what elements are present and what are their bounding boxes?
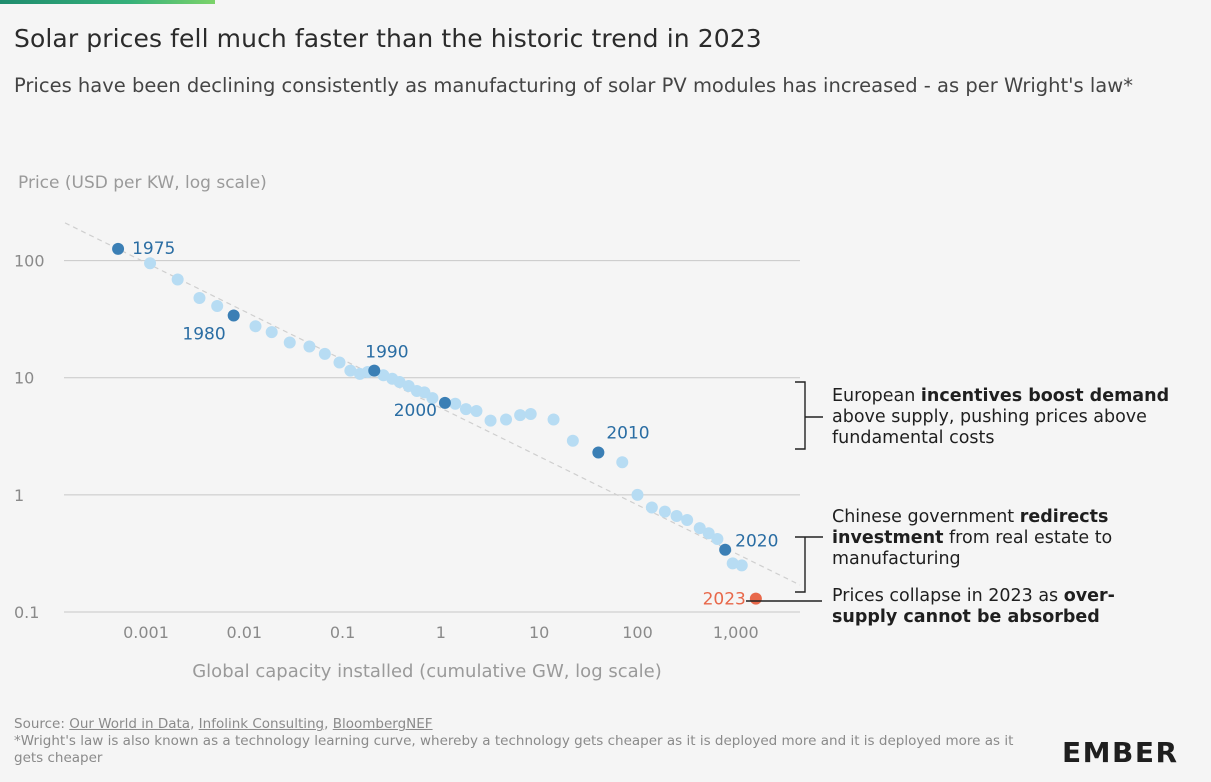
annotation-text: Chinese government — [832, 507, 1020, 527]
brand-accent-bar — [0, 0, 215, 4]
x-tick-label: 1,000 — [713, 623, 759, 642]
annotation-text: Prices collapse in 2023 as — [832, 586, 1064, 606]
data-point-highlight — [592, 446, 605, 459]
data-point-highlight — [112, 242, 125, 255]
data-point — [249, 320, 262, 333]
year-label: 1990 — [365, 343, 408, 363]
source-prefix: Source: — [14, 716, 70, 732]
data-point-2023 — [749, 592, 762, 605]
footnote: *Wright's law is also known as a technol… — [14, 733, 1014, 766]
data-point — [426, 392, 439, 405]
y-tick-label: 10 — [14, 369, 34, 388]
data-point — [693, 522, 706, 535]
data-point — [566, 434, 579, 447]
data-point-highlight — [438, 396, 451, 409]
source-link-bnef[interactable]: BloombergNEF — [332, 716, 433, 732]
data-point — [616, 456, 629, 469]
data-point-highlight — [368, 364, 381, 377]
data-point — [645, 501, 658, 514]
data-point — [524, 408, 537, 421]
annotation-text: from real estate to manufacturing — [832, 528, 1113, 569]
data-point — [681, 514, 694, 527]
annotation-chinese-investment: Chinese government redirects investment … — [832, 507, 1192, 570]
x-tick-label: 0.01 — [226, 623, 262, 642]
data-point — [144, 257, 157, 270]
x-tick-label: 10 — [529, 623, 549, 642]
data-point — [303, 340, 316, 353]
data-point — [658, 505, 671, 518]
chart-title: Solar prices fell much faster than the h… — [14, 24, 762, 53]
data-point — [211, 299, 224, 312]
data-point — [514, 409, 527, 422]
data-point — [344, 364, 357, 377]
year-label: 2000 — [394, 401, 437, 421]
ember-logo: EMBER — [1062, 736, 1179, 769]
data-point — [702, 527, 715, 540]
data-point — [333, 356, 346, 369]
year-label: 1980 — [182, 324, 225, 344]
data-point — [193, 291, 206, 304]
data-point — [735, 559, 748, 572]
x-tick-label: 100 — [622, 623, 653, 642]
y-tick-label: 1 — [14, 486, 24, 505]
annotation-bold-text: over-supply cannot be absorbed — [832, 586, 1115, 627]
chart-footer: Source: Our World in Data, Infolink Cons… — [14, 716, 1014, 767]
y-tick-label: 0.1 — [14, 603, 39, 622]
annotation-bold-text: incentives boost demand — [920, 386, 1170, 406]
year-label: 2023 — [703, 590, 746, 610]
data-point — [470, 405, 483, 418]
annotation-text: European — [832, 386, 921, 406]
data-point-highlight — [719, 543, 732, 556]
data-point — [265, 326, 278, 339]
data-point — [393, 375, 406, 388]
annotation-price-collapse: Prices collapse in 2023 as over-supply c… — [832, 586, 1152, 628]
annotation-bold-text: redirects investment — [832, 507, 1109, 548]
source-line: Source: Our World in Data, Infolink Cons… — [14, 716, 433, 732]
data-point — [283, 336, 296, 349]
data-point — [631, 488, 644, 501]
data-point — [171, 273, 184, 286]
y-tick-label: 100 — [14, 252, 45, 271]
data-point — [711, 532, 724, 545]
x-tick-label: 0.001 — [123, 623, 169, 642]
x-tick-label: 0.1 — [330, 623, 355, 642]
y-axis-label: Price (USD per KW, log scale) — [18, 173, 267, 193]
data-point — [670, 510, 683, 523]
data-point — [318, 347, 331, 360]
data-point — [459, 403, 472, 416]
x-tick-label: 1 — [436, 623, 446, 642]
x-axis-label: Global capacity installed (cumulative GW… — [192, 661, 662, 682]
bracket-chinese — [795, 536, 823, 593]
data-point — [484, 414, 497, 427]
data-point — [547, 413, 560, 426]
data-point — [449, 397, 462, 410]
year-label: 2010 — [606, 424, 649, 444]
source-link-owid[interactable]: Our World in Data — [69, 716, 191, 732]
bracket-european — [795, 381, 823, 450]
chart-subtitle: Prices have been declining consistently … — [14, 74, 1133, 97]
data-point-highlight — [227, 309, 240, 322]
year-label: 1975 — [132, 239, 175, 259]
annotation-text: above supply, pushing prices above funda… — [832, 407, 1147, 448]
data-point — [500, 413, 513, 426]
year-label: 2020 — [735, 532, 778, 552]
annotation-european-incentives: European incentives boost demand above s… — [832, 386, 1192, 449]
source-link-infolink[interactable]: Infolink Consulting — [198, 716, 325, 732]
data-point — [726, 557, 739, 570]
